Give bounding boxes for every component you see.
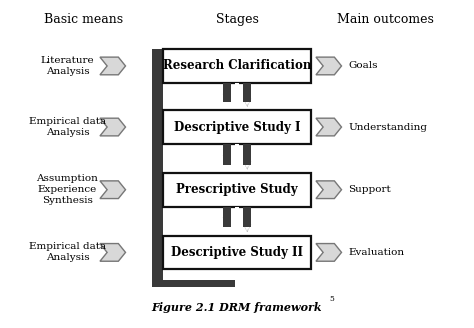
- Text: Prescriptive Study: Prescriptive Study: [176, 183, 298, 196]
- Bar: [243, 207, 251, 228]
- Bar: [235, 83, 239, 102]
- Text: Empirical data
Analysis: Empirical data Analysis: [29, 242, 106, 262]
- Text: Stages: Stages: [216, 13, 258, 26]
- Text: Figure 2.1 DRM framework: Figure 2.1 DRM framework: [152, 301, 322, 313]
- Bar: [223, 83, 231, 102]
- Text: Literature
Analysis: Literature Analysis: [41, 56, 94, 76]
- Bar: [243, 83, 251, 102]
- Polygon shape: [100, 181, 126, 198]
- Bar: [153, 280, 235, 287]
- Bar: [235, 144, 239, 165]
- Text: Basic means: Basic means: [44, 13, 123, 26]
- Bar: [163, 173, 311, 207]
- Text: Empirical data
Analysis: Empirical data Analysis: [29, 117, 106, 137]
- Text: Understanding: Understanding: [348, 123, 428, 132]
- Polygon shape: [100, 244, 126, 261]
- Text: Assumption
Experience
Synthesis: Assumption Experience Synthesis: [36, 174, 99, 205]
- Text: Descriptive Study I: Descriptive Study I: [174, 120, 300, 133]
- Text: Research Clarification: Research Clarification: [163, 59, 311, 72]
- Bar: [223, 207, 231, 228]
- Text: Goals: Goals: [348, 61, 378, 71]
- Polygon shape: [100, 118, 126, 136]
- Bar: [235, 207, 239, 228]
- Bar: [163, 236, 311, 269]
- Text: 5: 5: [330, 295, 335, 303]
- Bar: [223, 144, 231, 165]
- Text: Evaluation: Evaluation: [348, 248, 405, 257]
- Polygon shape: [316, 118, 341, 136]
- Bar: [243, 144, 251, 165]
- Bar: [153, 49, 163, 287]
- Bar: [163, 49, 311, 83]
- Polygon shape: [316, 244, 341, 261]
- Text: Descriptive Study II: Descriptive Study II: [171, 246, 303, 259]
- Text: Support: Support: [348, 185, 391, 194]
- Polygon shape: [316, 57, 341, 75]
- Polygon shape: [100, 57, 126, 75]
- Text: Main outcomes: Main outcomes: [337, 13, 434, 26]
- Bar: [163, 110, 311, 144]
- Polygon shape: [316, 181, 341, 198]
